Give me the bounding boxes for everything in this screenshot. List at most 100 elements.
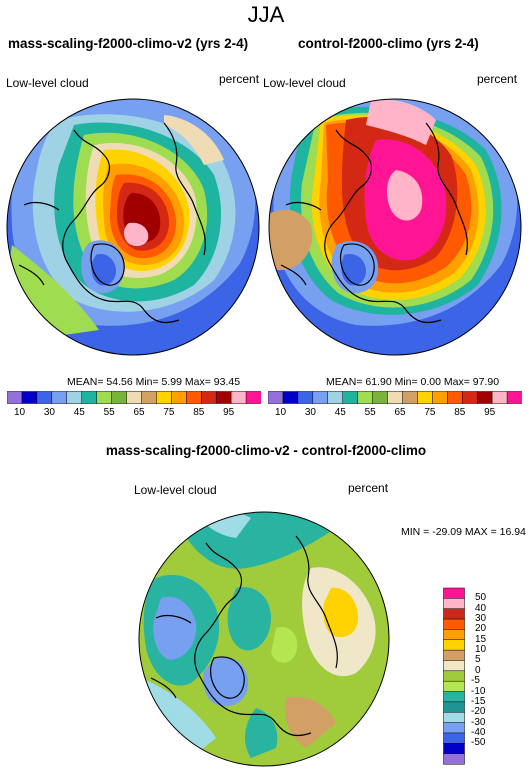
colorbar-swatch <box>111 391 128 404</box>
diff-colorbar-swatch <box>443 649 465 662</box>
panel2-colorbar <box>268 391 522 404</box>
diff-colorbar-swatch <box>443 660 465 672</box>
colorbar-swatch <box>327 391 344 404</box>
colorbar-tick-label: 45 <box>73 407 85 418</box>
diff-colorbar-tick-label: 5 <box>475 654 481 666</box>
colorbar-swatch <box>7 391 23 404</box>
colorbar-swatch <box>357 391 374 404</box>
diff-colorbar-swatch <box>443 722 465 734</box>
colorbar-tick-label: 10 <box>274 407 287 418</box>
diff-colorbar-swatch <box>443 711 465 724</box>
colorbar-swatch <box>156 391 172 404</box>
diff-colorbar <box>443 587 465 765</box>
panel2-units-label: percent <box>477 72 518 86</box>
colorbar-swatch <box>245 391 261 404</box>
colorbar-swatch <box>461 391 478 404</box>
diff-colorbar-swatch <box>443 680 465 693</box>
diff-polar-map <box>138 511 390 767</box>
panel2-polar-map <box>268 98 522 356</box>
diff-colorbar-tick-label: 10 <box>475 644 487 656</box>
colorbar-swatch <box>81 391 98 404</box>
colorbar-tick-label: 10 <box>13 407 26 418</box>
diff-title: mass-scaling-f2000-climo-v2 - control-f2… <box>105 443 427 458</box>
diff-colorbar-tick-label: 30 <box>475 613 487 625</box>
diff-colorbar-swatch <box>443 639 465 651</box>
diff-colorbar-tick-label: -5 <box>471 675 480 687</box>
colorbar-swatch <box>36 391 53 404</box>
colorbar-tick-label: 75 <box>424 407 436 418</box>
colorbar-swatch <box>476 391 493 404</box>
diff-colorbar-swatch <box>443 670 465 682</box>
colorbar-swatch <box>215 391 232 404</box>
colorbar-tick-label: 85 <box>193 407 205 418</box>
colorbar-swatch <box>96 391 113 404</box>
colorbar-tick-label: 75 <box>163 407 175 418</box>
colorbar-swatch <box>171 391 187 404</box>
colorbar-swatch <box>200 391 217 404</box>
colorbar-swatch <box>387 391 404 404</box>
diff-colorbar-swatch <box>443 629 465 641</box>
panel2-stats: MEAN= 61.90 Min= 0.00 Max= 97.90 <box>326 376 500 388</box>
colorbar-swatch <box>506 391 522 404</box>
panel1-colorbar <box>7 391 261 404</box>
page-title: JJA <box>247 2 285 27</box>
colorbar-swatch <box>21 391 38 404</box>
diff-colorbar-swatch <box>443 701 465 713</box>
diff-colorbar-tick-label: -10 <box>471 685 486 697</box>
diff-colorbar-tick-label: 15 <box>475 633 487 645</box>
colorbar-swatch <box>432 391 448 404</box>
panel1-polar-map <box>6 98 260 356</box>
diff-colorbar-swatch <box>443 598 465 610</box>
colorbar-tick-label: 30 <box>304 407 316 418</box>
panel2-colorbar-labels: 10 30 45 55 65 75 85 95 <box>268 407 522 421</box>
diff-units-label: percent <box>348 481 389 495</box>
diff-colorbar-tick-label: 0 <box>475 664 481 676</box>
panel1-units-label: percent <box>219 72 260 86</box>
diff-colorbar-tick-label: -50 <box>471 737 486 749</box>
colorbar-tick-label: 45 <box>334 407 346 418</box>
colorbar-tick-label: 95 <box>484 407 496 418</box>
colorbar-swatch <box>491 391 508 404</box>
colorbar-tick-label: 30 <box>43 407 55 418</box>
panel1-variable-label: Low-level cloud <box>6 76 89 90</box>
colorbar-swatch <box>66 391 83 404</box>
diff-variable-label: Low-level cloud <box>134 483 217 497</box>
colorbar-swatch <box>312 391 329 404</box>
colorbar-swatch <box>297 391 314 404</box>
diff-colorbar-swatch <box>443 618 465 630</box>
diff-colorbar-labels: 50 40 30 20 15 10 5 0 -5 -10 -15 -20 -30 -40 -50 <box>471 587 511 765</box>
diff-colorbar-tick-label: 20 <box>475 623 487 635</box>
panel1-stats: MEAN= 54.56 Min= 5.99 Max= 93.45 <box>67 376 241 388</box>
colorbar-tick-label: 95 <box>223 407 235 418</box>
diff-minmax: MIN = -29.09 MAX = 16.94 <box>401 526 526 538</box>
colorbar-swatch <box>282 391 299 404</box>
diff-colorbar-tick-label: 40 <box>475 602 487 614</box>
colorbar-tick-label: 65 <box>133 407 145 418</box>
colorbar-tick-label: 55 <box>364 407 376 418</box>
diff-colorbar-swatch <box>443 608 465 620</box>
colorbar-swatch <box>141 391 157 404</box>
diff-colorbar-tick-label: -30 <box>471 716 486 728</box>
colorbar-tick-label: 65 <box>394 407 406 418</box>
panel2-variable-label: Low-level cloud <box>263 76 346 90</box>
diff-colorbar-swatch <box>443 732 465 744</box>
panel1-colorbar-labels: 10 30 45 55 65 75 85 95 <box>7 407 261 421</box>
colorbar-swatch <box>417 391 433 404</box>
diff-colorbar-tick-label: 50 <box>475 592 487 604</box>
colorbar-swatch <box>268 391 284 404</box>
panel1-title: mass-scaling-f2000-climo-v2 (yrs 2-4) <box>8 36 249 51</box>
diff-colorbar-swatch <box>443 691 465 703</box>
colorbar-swatch <box>51 391 68 404</box>
diff-colorbar-swatch <box>443 743 465 755</box>
colorbar-tick-label: 55 <box>103 407 115 418</box>
diff-colorbar-tick-label: -15 <box>471 695 486 707</box>
colorbar-swatch <box>230 391 247 404</box>
colorbar-tick-label: 85 <box>454 407 466 418</box>
colorbar-swatch <box>372 391 389 404</box>
panel2-title: control-f2000-climo (yrs 2-4) <box>298 36 479 51</box>
colorbar-swatch <box>186 391 202 404</box>
diff-colorbar-swatch <box>443 753 465 765</box>
diff-colorbar-tick-label: -20 <box>471 706 486 718</box>
colorbar-swatch <box>126 391 143 404</box>
diff-colorbar-tick-label: -40 <box>471 726 486 738</box>
